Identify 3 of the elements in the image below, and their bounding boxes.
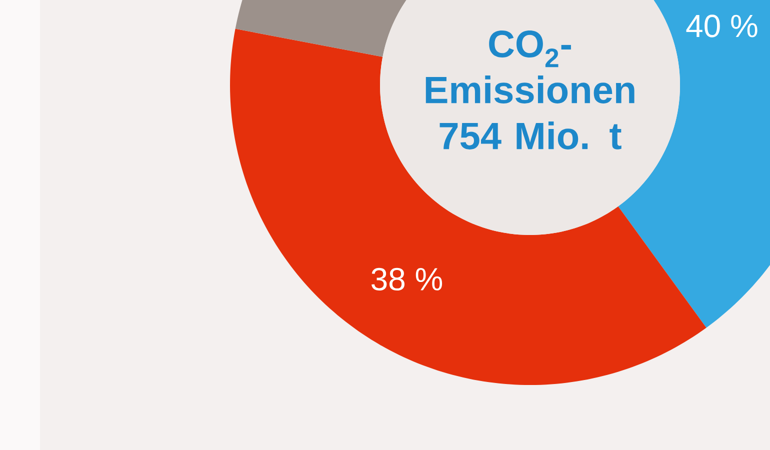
- text: CO$_{2}$-Emissionen 754 Mio. t: [426, 30, 634, 150]
- data-label: 38 %: [372, 268, 442, 291]
- data-label: 40 %: [686, 14, 758, 38]
